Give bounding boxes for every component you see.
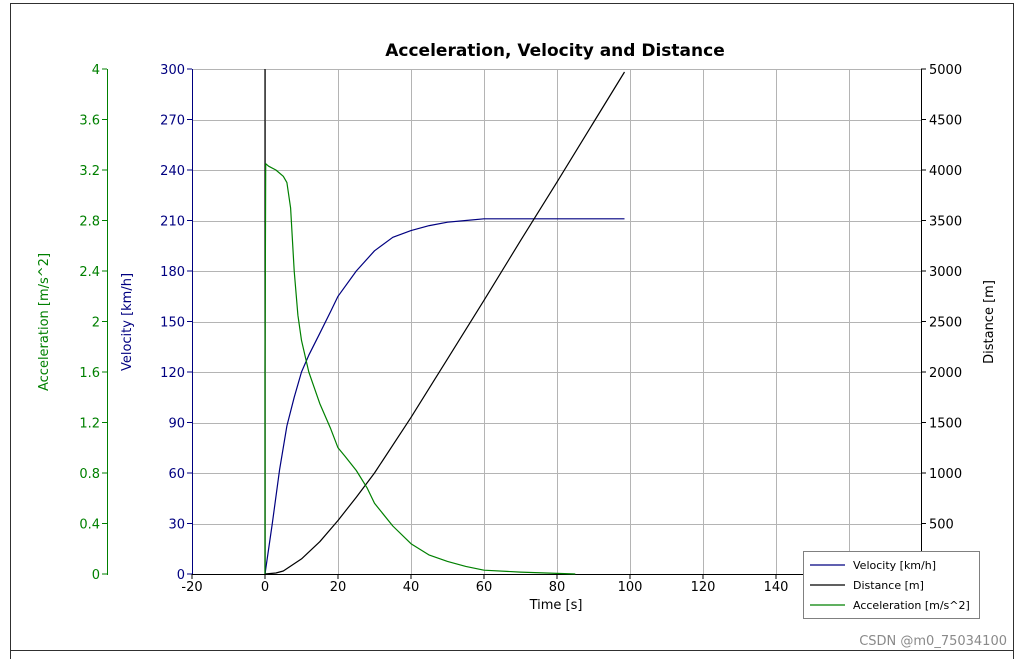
plot-series <box>264 69 626 575</box>
velocity-tick-label: 60 <box>168 467 185 482</box>
series-line-velocity <box>264 218 625 575</box>
velocity-tick-label: 210 <box>160 215 185 230</box>
time-tick-label: 20 <box>330 580 347 595</box>
velocity-ticks: 0 30 60 90 120 150 180 210 240 270 300 <box>160 63 192 583</box>
time-tick-label: 120 <box>691 580 716 595</box>
legend: Velocity [km/h] Distance [m] Acceleratio… <box>803 551 980 619</box>
acceleration-ticks: 0 0.4 0.8 1.2 1.6 2 2.4 2.8 3.2 3.6 4 <box>79 63 107 583</box>
velocity-tick-label: 270 <box>160 114 185 129</box>
distance-axis-label: Distance [m] <box>982 280 997 364</box>
series-line-acceleration <box>264 163 576 575</box>
acceleration-tick-label: 2.4 <box>79 265 100 280</box>
distance-tick-label: 3000 <box>929 265 962 280</box>
time-tick-label: 80 <box>549 580 566 595</box>
velocity-tick-label: 30 <box>168 518 185 533</box>
acceleration-tick-label: 0.4 <box>79 518 100 533</box>
window-border <box>10 3 1014 659</box>
acceleration-tick-label: 2.8 <box>79 215 100 230</box>
time-tick-label: 140 <box>764 580 789 595</box>
watermark: CSDN @m0_75034100 <box>859 634 1007 649</box>
velocity-tick-label: 240 <box>160 164 185 179</box>
acceleration-tick-label: 0 <box>92 568 100 583</box>
distance-tick-label: 5000 <box>929 63 962 78</box>
distance-ticks: 500 1000 1500 2000 2500 3000 3500 4000 4500 5000 <box>921 63 962 575</box>
distance-tick-label: 500 <box>929 518 954 533</box>
acceleration-tick-label: 0.8 <box>79 467 100 482</box>
time-tick-label: -20 <box>181 580 202 595</box>
legend-label-distance: Distance [m] <box>853 579 924 592</box>
acceleration-tick-label: 3.2 <box>79 164 100 179</box>
velocity-axis-label: Velocity [km/h] <box>120 273 135 371</box>
distance-tick-label: 4000 <box>929 164 962 179</box>
legend-label-acceleration: Acceleration [m/s^2] <box>853 599 970 612</box>
distance-tick-label: 1500 <box>929 417 962 432</box>
velocity-tick-label: 0 <box>177 568 185 583</box>
distance-tick-label: 2500 <box>929 316 962 331</box>
distance-tick-label: 3500 <box>929 215 962 230</box>
velocity-tick-label: 150 <box>160 316 185 331</box>
time-ticks: -20 0 20 40 60 80 100 120 140 <box>181 574 788 595</box>
acceleration-axis-label: Acceleration [m/s^2] <box>37 253 52 391</box>
chart-title: Acceleration, Velocity and Distance <box>385 41 725 61</box>
acceleration-tick-label: 1.2 <box>79 417 100 432</box>
time-tick-label: 100 <box>618 580 643 595</box>
acceleration-tick-label: 1.6 <box>79 366 100 381</box>
velocity-tick-label: 300 <box>160 63 185 78</box>
time-tick-label: 0 <box>261 580 269 595</box>
distance-tick-label: 2000 <box>929 366 962 381</box>
time-tick-label: 40 <box>403 580 420 595</box>
legend-label-velocity: Velocity [km/h] <box>853 559 936 572</box>
time-tick-label: 60 <box>476 580 493 595</box>
series-line-distance <box>264 71 626 575</box>
time-axis-label: Time [s] <box>529 598 583 613</box>
distance-tick-label: 1000 <box>929 467 962 482</box>
velocity-tick-label: 90 <box>168 417 185 432</box>
acceleration-tick-label: 2 <box>92 316 100 331</box>
acceleration-tick-label: 3.6 <box>79 114 100 129</box>
distance-tick-label: 4500 <box>929 114 962 129</box>
velocity-tick-label: 120 <box>160 366 185 381</box>
velocity-tick-label: 180 <box>160 265 185 280</box>
acceleration-tick-label: 4 <box>92 63 100 78</box>
